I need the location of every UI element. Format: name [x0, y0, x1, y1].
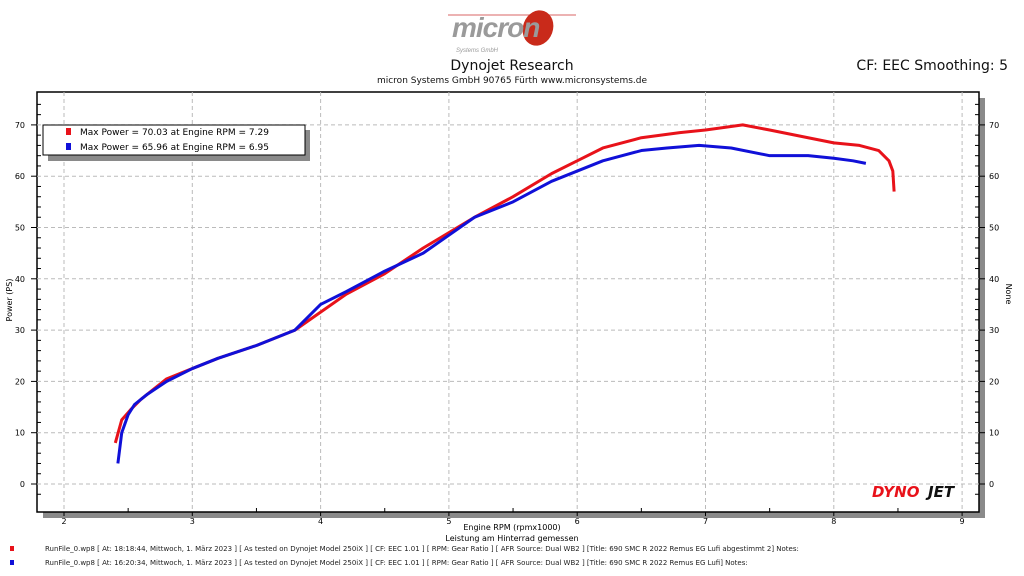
- y2-tick-label: 0: [989, 480, 994, 489]
- x-tick-label: 2: [61, 517, 66, 526]
- legend-entry: Max Power = 65.96 at Engine RPM = 6.95: [80, 143, 269, 153]
- y-tick-label: 0: [20, 480, 25, 489]
- cf-smoothing-label: CF: EEC Smoothing: 5: [856, 58, 1008, 74]
- x-axis-label: Engine RPM (rpmx1000): [463, 523, 560, 532]
- run-info-1: RunFile_0.wp8 [ At: 18:18:44, Mittwoch, …: [45, 545, 799, 553]
- y-tick-label: 70: [15, 121, 25, 130]
- dynojet-logo-jet: JET: [925, 483, 956, 501]
- y2-tick-label: 30: [989, 326, 999, 335]
- y-tick-label: 50: [15, 224, 25, 233]
- y2-tick-label: 20: [989, 377, 999, 386]
- y2-tick-label: 40: [989, 275, 999, 284]
- y2-tick-label: 10: [989, 429, 999, 438]
- run-info-2: RunFile_0.wp8 [ At: 16:20:34, Mittwoch, …: [45, 559, 748, 567]
- y2-axis-label: None: [1004, 284, 1013, 305]
- x-tick-label: 8: [831, 517, 836, 526]
- y-tick-label: 20: [15, 377, 25, 386]
- y-axis-label: Power (PS): [5, 279, 14, 322]
- x-tick-label: 6: [575, 517, 580, 526]
- svg-text:Systems GmbH: Systems GmbH: [456, 48, 499, 54]
- run-color-marker: [10, 560, 14, 565]
- y-tick-label: 10: [15, 429, 25, 438]
- svg-text:micron: micron: [452, 12, 539, 43]
- legend-swatch: [66, 128, 71, 135]
- legend-swatch: [66, 143, 71, 150]
- chart-subtitle: micron Systems GmbH 90765 Fürth www.micr…: [376, 76, 648, 86]
- x-tick-label: 9: [960, 517, 965, 526]
- y-tick-label: 30: [15, 326, 25, 335]
- dynojet-logo-dyno: DYNO: [872, 483, 920, 501]
- chart-note: Leistung am Hinterrad gemessen: [445, 534, 578, 543]
- plot-area: [36, 91, 980, 513]
- chart-title: Dynojet Research: [450, 58, 574, 74]
- y-tick-label: 40: [15, 275, 25, 284]
- legend: [42, 124, 306, 156]
- x-tick-label: 3: [190, 517, 195, 526]
- legend-entry: Max Power = 70.03 at Engine RPM = 7.29: [80, 128, 269, 138]
- x-tick-label: 5: [446, 517, 451, 526]
- x-tick-label: 7: [703, 517, 708, 526]
- series-line-1: [113, 123, 896, 444]
- x-tick-label: 4: [318, 517, 323, 526]
- y2-tick-label: 70: [989, 121, 999, 130]
- y2-tick-label: 60: [989, 172, 999, 181]
- y-tick-label: 60: [15, 172, 25, 181]
- y2-tick-label: 50: [989, 224, 999, 233]
- micron-logo: micron Systems GmbH: [448, 10, 576, 54]
- run-color-marker: [10, 546, 14, 551]
- series-line-2: [116, 143, 867, 464]
